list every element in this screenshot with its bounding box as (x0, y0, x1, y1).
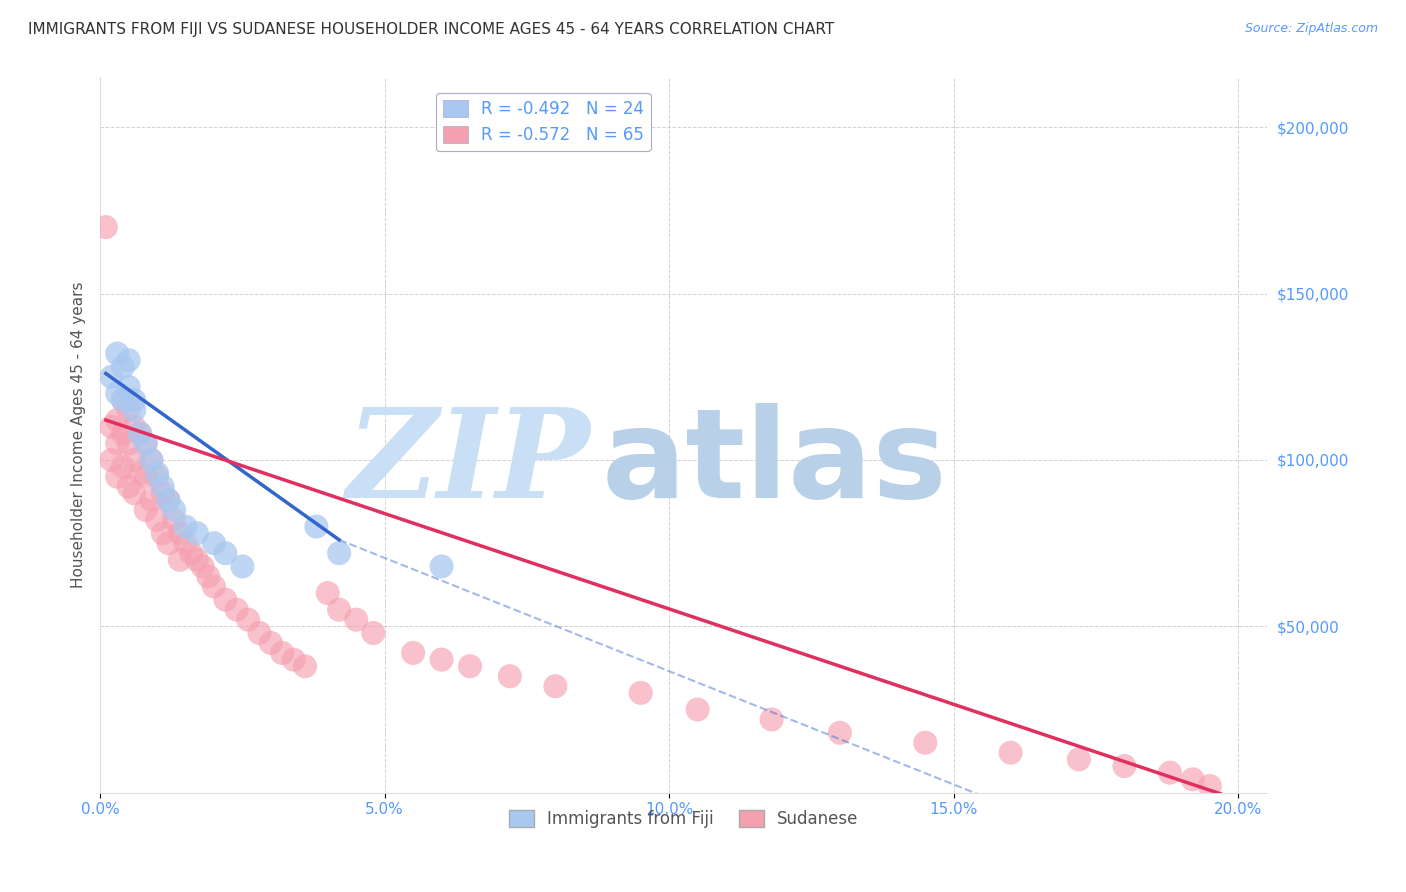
Point (283, 652, 305, 666)
Text: Source: ZipAtlas.com: Source: ZipAtlas.com (1244, 22, 1378, 36)
Point (111, 359, 134, 374)
Point (1159, 765, 1181, 780)
Point (94, 220, 117, 235)
Point (305, 519, 328, 533)
Point (174, 536, 197, 550)
Point (111, 426, 134, 441)
Point (225, 603, 247, 617)
Point (1181, 772, 1204, 787)
Point (146, 467, 169, 481)
Point (124, 419, 146, 434)
Point (271, 646, 294, 660)
Point (111, 459, 134, 474)
Point (214, 592, 236, 607)
Point (1067, 752, 1090, 766)
Point (180, 546, 202, 560)
Point (117, 380, 139, 394)
Point (828, 725, 851, 739)
Point (174, 519, 197, 533)
Point (141, 492, 163, 507)
Point (260, 636, 283, 650)
Point (231, 559, 253, 574)
Point (186, 553, 208, 567)
Point (1000, 746, 1022, 760)
Point (328, 603, 350, 617)
Point (157, 492, 180, 507)
Point (163, 503, 186, 517)
Point (214, 546, 236, 560)
Point (111, 393, 134, 408)
Point (117, 403, 139, 417)
Point (124, 486, 146, 500)
Point (129, 426, 152, 441)
Text: atlas: atlas (602, 403, 948, 524)
Point (430, 652, 453, 666)
Point (186, 526, 208, 541)
Point (169, 526, 191, 541)
Point (294, 659, 316, 673)
Point (430, 559, 453, 574)
Point (169, 553, 191, 567)
Point (163, 513, 186, 527)
Point (197, 569, 219, 583)
Point (117, 353, 139, 368)
Point (361, 626, 384, 640)
Point (124, 393, 146, 408)
Point (100, 453, 122, 467)
Point (1114, 759, 1136, 773)
Point (105, 436, 128, 450)
Point (402, 646, 425, 660)
Point (499, 669, 522, 683)
Point (124, 403, 146, 417)
Point (686, 702, 709, 716)
Point (544, 679, 567, 693)
Point (344, 613, 367, 627)
Point (117, 480, 139, 494)
Point (124, 453, 146, 467)
Text: IMMIGRANTS FROM FIJI VS SUDANESE HOUSEHOLDER INCOME AGES 45 - 64 YEARS CORRELATI: IMMIGRANTS FROM FIJI VS SUDANESE HOUSEHO… (28, 22, 834, 37)
Point (129, 467, 152, 481)
Point (100, 419, 122, 434)
Point (249, 626, 271, 640)
Point (202, 579, 225, 593)
Point (141, 453, 163, 467)
Point (105, 346, 128, 360)
Point (157, 492, 180, 507)
Point (152, 486, 174, 500)
Legend: Immigrants from Fiji, Sudanese: Immigrants from Fiji, Sudanese (502, 803, 865, 834)
Point (135, 436, 157, 450)
Text: ZIP: ZIP (346, 403, 591, 524)
Point (152, 526, 174, 541)
Point (202, 536, 225, 550)
Point (135, 436, 157, 450)
Point (146, 469, 169, 483)
Point (100, 369, 122, 384)
Point (135, 503, 157, 517)
Point (135, 469, 157, 483)
Point (1198, 779, 1220, 793)
Point (458, 659, 481, 673)
Point (105, 469, 128, 483)
Point (914, 736, 936, 750)
Point (236, 613, 259, 627)
Point (191, 559, 214, 574)
Point (761, 713, 783, 727)
Point (146, 513, 169, 527)
Point (129, 426, 152, 441)
Point (105, 413, 128, 427)
Point (152, 480, 174, 494)
Point (316, 586, 339, 600)
Point (117, 436, 139, 450)
Point (105, 386, 128, 401)
Point (141, 453, 163, 467)
Y-axis label: Householder Income Ages 45 - 64 years: Householder Income Ages 45 - 64 years (72, 282, 86, 589)
Point (111, 393, 134, 408)
Point (157, 536, 180, 550)
Point (630, 686, 652, 700)
Point (328, 546, 350, 560)
